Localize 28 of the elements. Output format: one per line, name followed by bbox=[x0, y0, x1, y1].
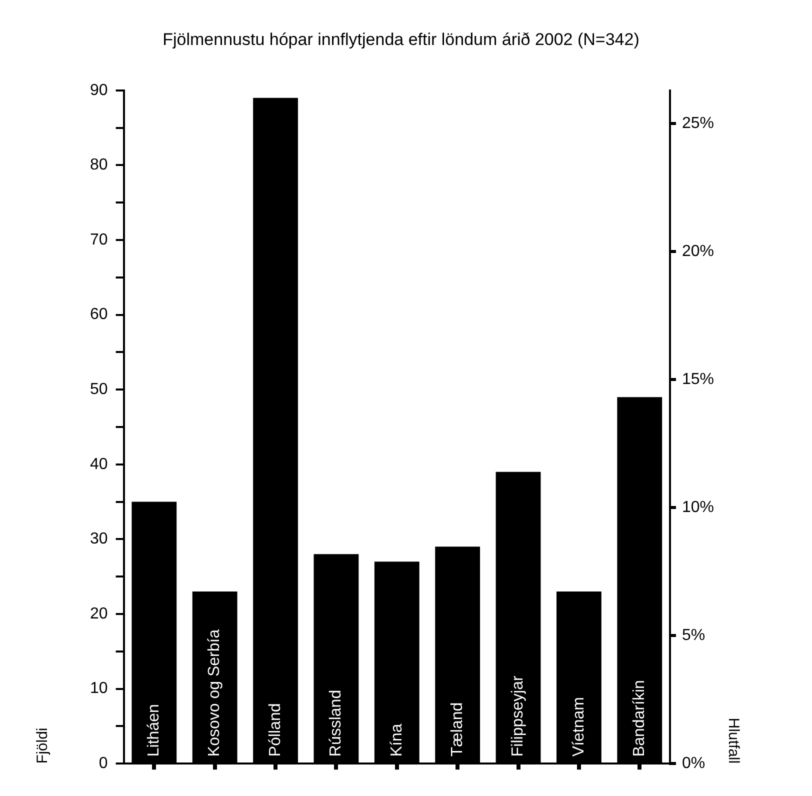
y-tick-label: 30 bbox=[90, 530, 108, 548]
x-tick-label: Pólland bbox=[266, 703, 284, 757]
y-tick-label: 80 bbox=[90, 156, 108, 174]
x-tick-label: Kosovo og Serbía bbox=[206, 629, 224, 757]
y2-axis-title: Hlutfall bbox=[724, 718, 742, 764]
y-tick-label: 0 bbox=[98, 755, 108, 772]
x-tick-label: Víetnam bbox=[570, 697, 588, 757]
chart-title: Fjölmennustu hópar innflytjenda eftir löndum árið 2002 (N=342) bbox=[162, 30, 640, 49]
x-tick-label: Filippseyjar bbox=[510, 675, 527, 757]
y-tick-label: 70 bbox=[90, 231, 108, 248]
y-tick-label: 90 bbox=[90, 82, 108, 99]
y2-tick-label: 0% bbox=[682, 755, 706, 772]
y2-tick-label: 10% bbox=[682, 499, 714, 516]
y2-tick-label: 15% bbox=[682, 371, 714, 388]
y-tick-label: 50 bbox=[90, 381, 108, 398]
y-tick-label: 60 bbox=[90, 306, 108, 324]
x-tick-label: Bandaríkin bbox=[631, 680, 648, 757]
x-tick-label: Tæland bbox=[448, 702, 466, 757]
y2-tick-label: 20% bbox=[682, 243, 714, 260]
x-tick-label: Litháen bbox=[146, 704, 163, 757]
x-tick-label: Rússland bbox=[328, 690, 345, 757]
y-tick-label: 20 bbox=[90, 605, 108, 622]
y-tick-label: 40 bbox=[90, 456, 108, 473]
x-tick-label: Kína bbox=[388, 724, 406, 757]
y-axis-title: Fjöldi bbox=[34, 728, 52, 764]
y2-tick-label: 25% bbox=[682, 115, 714, 132]
y-tick-label: 10 bbox=[90, 680, 108, 698]
y2-tick-label: 5% bbox=[682, 627, 706, 644]
